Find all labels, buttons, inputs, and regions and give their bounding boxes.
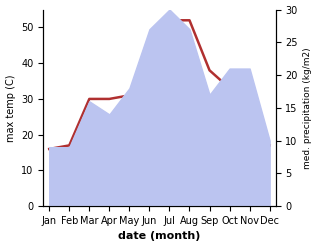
X-axis label: date (month): date (month)	[118, 231, 201, 242]
Y-axis label: max temp (C): max temp (C)	[5, 74, 16, 142]
Y-axis label: med. precipitation (kg/m2): med. precipitation (kg/m2)	[303, 47, 313, 169]
